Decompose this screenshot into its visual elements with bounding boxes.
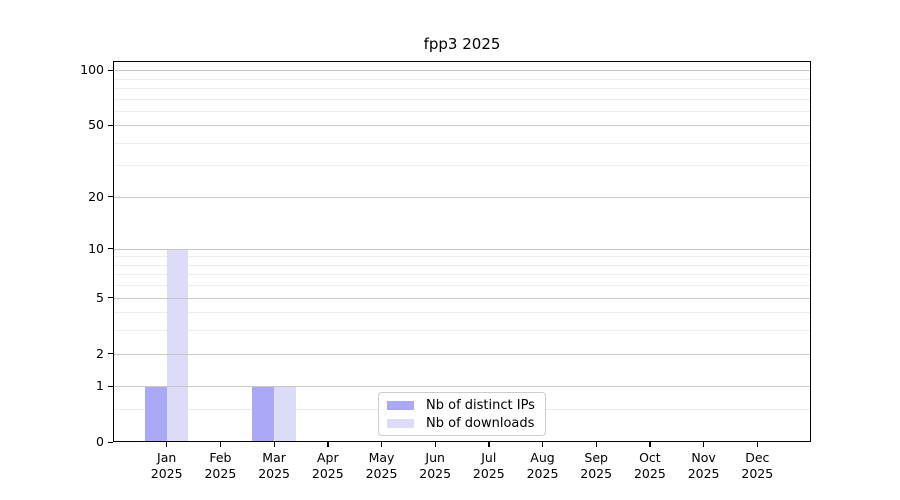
legend-item-downloads: Nb of downloads xyxy=(387,416,537,431)
x-axis-tick xyxy=(488,442,490,447)
x-tick-label: Jun 2025 xyxy=(419,450,452,481)
gridline-major xyxy=(113,248,811,250)
y-axis-tick xyxy=(108,441,113,443)
x-axis-tick xyxy=(703,442,705,447)
gridline-minor xyxy=(113,110,811,112)
gridline-major xyxy=(113,125,811,127)
x-tick-label: Jul 2025 xyxy=(472,450,505,481)
y-tick-label: 5 xyxy=(96,289,104,305)
chart-title: fpp3 2025 xyxy=(423,35,501,53)
y-tick-label: 1 xyxy=(96,378,104,394)
x-axis-tick xyxy=(327,442,329,447)
x-axis-tick xyxy=(649,442,651,447)
gridline-major xyxy=(113,196,811,198)
gridline-minor xyxy=(113,264,811,266)
x-tick-label: Feb 2025 xyxy=(204,450,237,481)
x-axis-tick xyxy=(595,442,597,447)
x-axis-tick xyxy=(273,442,275,447)
gridline-minor xyxy=(113,312,811,314)
y-tick-label: 2 xyxy=(96,345,104,361)
x-axis-tick xyxy=(434,442,436,447)
y-axis-tick xyxy=(108,385,113,387)
gridline-minor xyxy=(113,98,811,100)
gridline-minor xyxy=(113,78,811,80)
gridline-major xyxy=(113,297,811,299)
x-axis-tick xyxy=(381,442,383,447)
legend-item-distinct-ips: Nb of distinct IPs xyxy=(387,398,537,413)
y-axis-tick xyxy=(108,353,113,355)
bar-downloads-mar xyxy=(274,386,296,442)
bar-distinct-ips-mar xyxy=(252,386,275,442)
x-axis-tick xyxy=(166,442,168,447)
y-axis-tick xyxy=(108,69,113,71)
legend-label-distinct-ips: Nb of distinct IPs xyxy=(426,397,535,413)
legend-swatch-distinct-ips xyxy=(387,400,414,410)
gridline-major xyxy=(113,70,811,71)
x-axis-tick xyxy=(219,442,222,447)
gridline-minor xyxy=(113,165,811,167)
x-tick-label: Nov 2025 xyxy=(687,450,720,481)
legend-swatch-downloads xyxy=(387,418,414,428)
gridline-minor xyxy=(113,274,811,276)
y-tick-label: 50 xyxy=(88,117,104,133)
gridline-minor xyxy=(113,142,811,144)
y-axis-tick xyxy=(108,196,113,198)
legend-label-downloads: Nb of downloads xyxy=(426,415,535,431)
x-tick-label: Dec 2025 xyxy=(741,450,774,481)
x-tick-label: Oct 2025 xyxy=(633,450,666,481)
x-axis-tick xyxy=(542,442,544,447)
y-tick-label: 20 xyxy=(88,188,104,204)
y-tick-label: 100 xyxy=(80,62,104,77)
gridline-minor xyxy=(113,256,811,258)
gridline-minor xyxy=(113,285,811,287)
y-tick-label: 10 xyxy=(88,240,104,256)
y-axis-tick xyxy=(108,124,113,126)
bar-distinct-ips-jan xyxy=(144,386,167,442)
x-tick-label: Jan 2025 xyxy=(150,450,183,481)
y-axis-tick xyxy=(108,297,113,299)
x-tick-label: Sep 2025 xyxy=(580,450,613,481)
x-tick-label: Apr 2025 xyxy=(311,450,344,481)
x-tick-label: Mar 2025 xyxy=(258,450,290,481)
x-axis-tick xyxy=(756,442,759,447)
plot-frame xyxy=(113,61,811,442)
y-tick-label: 0 xyxy=(96,434,104,449)
bar-downloads-jan xyxy=(166,248,189,442)
gridline-major xyxy=(113,353,811,355)
gridline-major xyxy=(113,386,811,388)
gridline-minor xyxy=(113,87,811,89)
gridline-minor xyxy=(113,330,811,332)
x-tick-label: Aug 2025 xyxy=(526,450,559,481)
x-tick-label: May 2025 xyxy=(365,450,398,481)
y-axis-tick xyxy=(108,248,113,250)
legend: Nb of distinct IPs Nb of downloads xyxy=(378,392,546,436)
